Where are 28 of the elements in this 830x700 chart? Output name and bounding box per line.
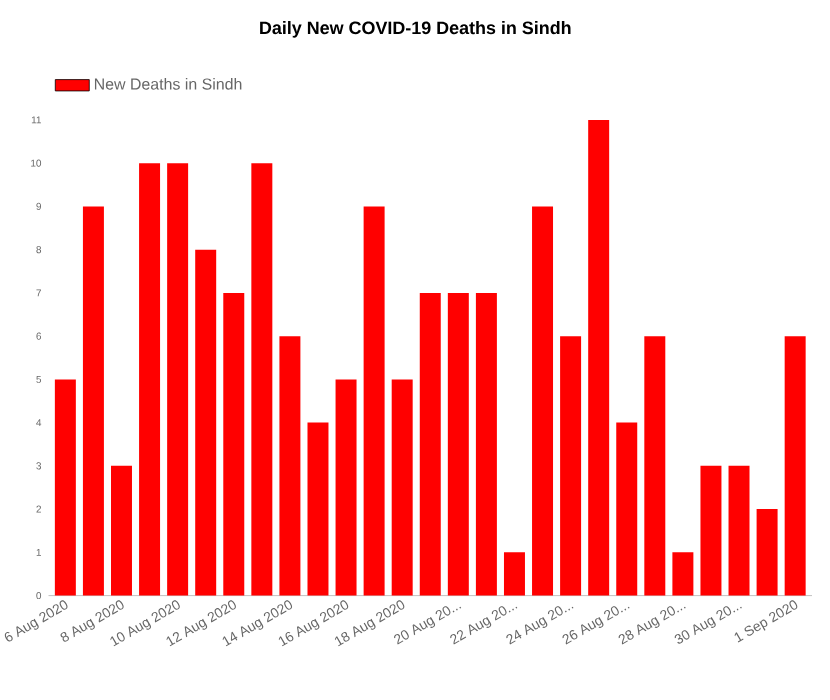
bar — [195, 249, 217, 596]
bar — [139, 163, 161, 596]
bar — [111, 466, 132, 596]
bar — [307, 422, 329, 596]
bar — [532, 206, 554, 596]
bar — [560, 336, 582, 596]
bar — [784, 336, 806, 596]
bar — [279, 336, 301, 596]
bar — [447, 293, 469, 596]
bar — [588, 120, 610, 596]
bar — [616, 422, 638, 596]
bar — [475, 293, 497, 596]
bar — [251, 163, 273, 596]
bar — [756, 509, 778, 596]
bar — [728, 466, 750, 596]
bar — [223, 293, 245, 596]
bar — [167, 163, 189, 596]
bar — [363, 206, 385, 596]
chart-title: Daily New COVID-19 Deaths in Sindh — [260, 21, 571, 38]
bar — [503, 552, 525, 596]
bar — [391, 379, 413, 596]
bar — [700, 466, 722, 596]
bar — [419, 293, 441, 596]
bar — [335, 379, 357, 596]
bar — [54, 379, 76, 596]
bar — [672, 552, 694, 596]
bar — [644, 336, 666, 596]
bar — [82, 206, 104, 596]
